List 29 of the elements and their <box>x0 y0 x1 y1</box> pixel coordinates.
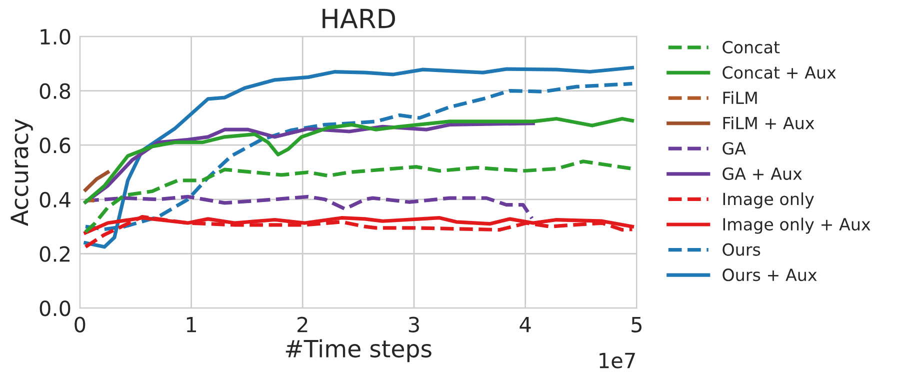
text: 1e7 <box>600 352 635 368</box>
x-tick-label: 3 <box>408 316 419 332</box>
line-series <box>84 116 634 204</box>
y-tick-label: 0.2 <box>40 246 70 262</box>
legend-label: Ours <box>722 243 760 256</box>
x-axis-title: #Time steps <box>286 339 432 362</box>
x-tick-label: 0 <box>74 316 86 332</box>
y-tick-label: 1.0 <box>40 28 70 45</box>
y-tick-label: 0.0 <box>40 300 70 316</box>
legend-label: FiLM <box>723 91 757 104</box>
chart-title: HARD <box>322 8 396 28</box>
x-tick-label: 2 <box>298 316 308 332</box>
line-series <box>84 214 634 249</box>
x-tick-label: 5 <box>632 316 642 332</box>
legend-label: GA + Aux <box>722 167 802 180</box>
y-tick-label: 0.6 <box>40 138 70 154</box>
legend-label: Image only + Aux <box>723 218 870 234</box>
legend-label: GA <box>722 142 746 155</box>
legend-label: Concat + Aux <box>722 66 836 79</box>
legend-label: Image only <box>723 192 814 209</box>
y-axis-title: Accuracy <box>10 119 33 226</box>
legend-label: FiLM + Aux <box>723 116 814 130</box>
legend-label: Ours + Aux <box>722 268 817 282</box>
legend-label: Concat <box>722 40 780 54</box>
x-tick-label: 4 <box>520 316 531 332</box>
x-tick-label: 1 <box>186 316 196 332</box>
y-tick-label: 0.8 <box>40 83 70 99</box>
line-series <box>84 66 634 249</box>
y-tick-label: 0.4 <box>40 192 70 208</box>
